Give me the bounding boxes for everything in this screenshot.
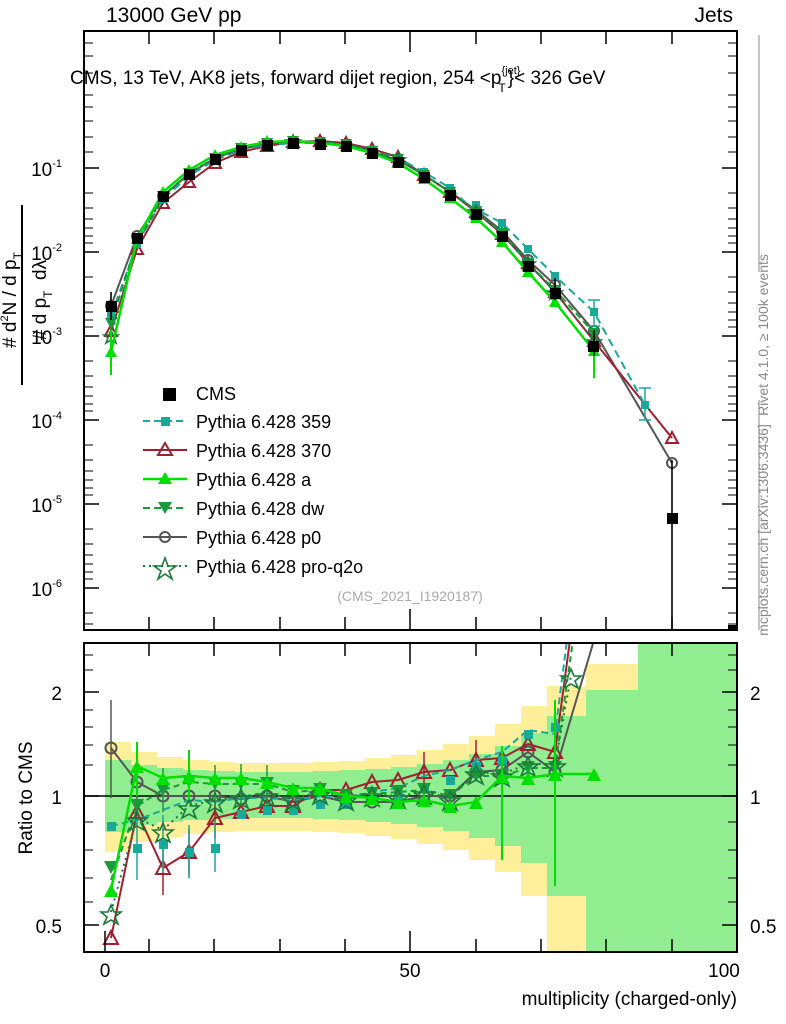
x-tick-label: 100 [708,961,740,982]
svg-text:10-5: 10-5 [31,494,62,517]
ratio-series-a [104,700,601,897]
sidebar-mcplots-label: mcplots.cern.ch [arXiv:1306.3436] [755,424,771,636]
series-line-pythia-p0 [105,140,678,469]
legend-label: Pythia 6.428 pro-q2o [196,557,363,577]
svg-text:# d pT dλ: # d pT dλ [30,259,55,340]
ratio-y-minor-ticks [84,654,737,903]
markers-proq2o [101,132,604,350]
main-data-layer [101,132,736,629]
y-tick-label: 10-3 [31,326,62,349]
markers-dw [105,136,600,339]
svg-text:10-2: 10-2 [31,242,62,265]
x-axis-label: multiplicity (charged-only) [522,989,737,1010]
legend-marker-star-open-icon [151,555,179,582]
ratio-y-tick-label-right: 2 [750,684,761,705]
x-tick-label: 50 [399,961,420,982]
ratio-y-axis-label: Ratio to CMS [16,742,37,855]
sidebar-rivet-label: Rivet 4.1.0, ≥ 100k events [755,254,771,416]
ratio-y-tick-label-left: 1 [51,788,62,809]
legend-marker-triangle-up-filled-icon [158,472,172,484]
y-tick-label: 10-5 [31,494,62,517]
legend-marker-square-filled-icon [163,388,176,401]
y-tick-label: 10-2 [31,242,62,265]
svg-text:10-6: 10-6 [31,578,62,601]
legend-item-pythia-359[interactable]: Pythia 6.428 359 [143,412,331,432]
header-left-label: 13000 GeV pp [106,4,241,27]
svg-text:# d2N / d pT: # d2N / d pT [0,251,25,348]
legend-label: Pythia 6.428 p0 [196,528,321,548]
svg-text:10-4: 10-4 [31,410,62,433]
main-y-axis-label: # d2N / d pT # d pT dλ [0,205,55,385]
legend-label: Pythia 6.428 370 [196,441,331,461]
legend-marker-triangle-up-open-icon [156,441,174,456]
y-tick-label: 10-4 [31,410,62,433]
legend-item-pythia-proq2o[interactable]: Pythia 6.428 pro-q2o [143,555,363,582]
y-tick-label: 10-1 [31,158,62,181]
main-plot-title: CMS, 13 TeV, AK8 jets, forward dijet reg… [70,65,606,95]
legend: CMS Pythia 6.428 359 Pythia 6.428 370 Py… [143,384,363,582]
series-line-pythia-370 [103,132,680,444]
dataset-watermark: (CMS_2021_I1920187) [337,588,483,604]
main-panel-frame [83,30,738,631]
main-y-ticks [84,167,737,589]
svg-text:10-3: 10-3 [31,326,62,349]
ratio-y-tick-label-right: 0.5 [750,917,776,938]
legend-label: Pythia 6.428 359 [196,412,331,432]
legend-item-pythia-dw[interactable]: Pythia 6.428 dw [143,499,325,519]
legend-item-pythia-p0[interactable]: Pythia 6.428 p0 [143,528,321,548]
legend-marker-square-filled-icon [161,417,170,426]
ratio-y-tick-label-right: 1 [750,788,761,809]
svg-text:10-1: 10-1 [31,158,62,181]
main-y-minor-ticks [84,42,737,625]
legend-label: CMS [196,384,236,404]
legend-item-cms[interactable]: CMS [163,384,236,404]
legend-marker-triangle-down-filled-icon [158,502,172,514]
x-tick-label: 0 [100,961,111,982]
header-right-label: Jets [694,4,733,27]
legend-label: Pythia 6.428 a [196,470,312,490]
y-tick-label: 10-6 [31,578,62,601]
markers-370 [103,132,680,444]
ratio-y-tick-label-left: 2 [51,684,62,705]
ratio-y-tick-label-left: 0.5 [36,917,62,938]
legend-marker-circle-open-icon [159,531,171,543]
ratio-x-ticks [104,643,738,952]
main-y-tick-labels: 10-1 10-2 10-3 10-4 10-5 10-6 [31,158,62,601]
errorbars-cms [110,278,673,629]
series-line-pythia-dw [105,136,600,339]
series-line-cms [106,138,736,629]
series-line-pythia-proq2o [101,132,604,350]
legend-item-pythia-370[interactable]: Pythia 6.428 370 [143,441,331,461]
legend-label: Pythia 6.428 dw [196,499,325,519]
legend-item-pythia-a[interactable]: Pythia 6.428 a [143,470,312,490]
ratio-data-layer [98,644,601,945]
ratio-y-ticks [84,691,737,926]
